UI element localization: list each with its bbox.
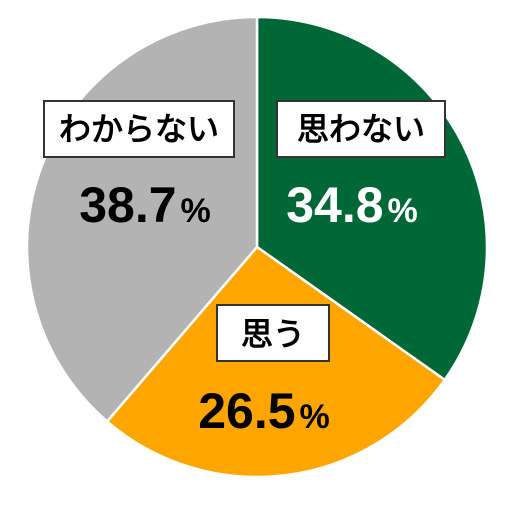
slice-label-1: 思う [241, 316, 305, 352]
slice-value-0: 34.8% [286, 177, 418, 233]
slice-label-0: 思わない [297, 111, 425, 147]
pie-labels: 思わない 34.8 % 思う 26.5 % わからない 38.7% [43, 100, 446, 439]
slice-label-box-2 [43, 100, 235, 158]
slice-value-2: 38.7% [79, 177, 211, 233]
slice-label-2: わからない [59, 111, 219, 147]
slice-label-box-0 [276, 100, 446, 158]
slice-value-1: 26.5% [198, 383, 330, 439]
slice-label-box-1 [216, 304, 330, 362]
